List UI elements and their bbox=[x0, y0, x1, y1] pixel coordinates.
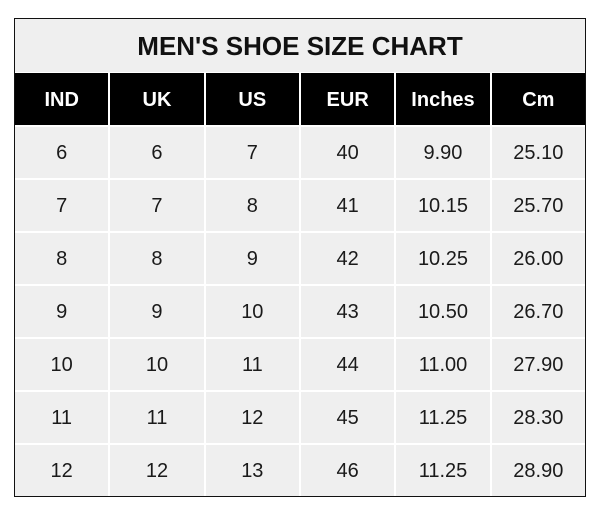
table-row: 6 6 7 40 9.90 25.10 bbox=[15, 125, 585, 178]
table-row: 9 9 10 43 10.50 26.70 bbox=[15, 284, 585, 337]
cell-uk: 9 bbox=[110, 286, 206, 337]
cell-cm: 26.70 bbox=[513, 301, 564, 323]
cell-eur: 42 bbox=[301, 233, 397, 284]
cell-us: 9 bbox=[206, 233, 301, 284]
cell-us: 7 bbox=[206, 127, 301, 178]
table-body: 6 6 7 40 9.90 25.10 7 7 8 41 10.15 25.70 8 8 9 42 10.25 2… bbox=[15, 125, 585, 496]
cell-cm: 27.90 bbox=[513, 354, 564, 376]
cell-inches: 11.25 bbox=[396, 392, 492, 443]
cell-us: 11 bbox=[206, 339, 301, 390]
column-header-inches: Inches bbox=[396, 73, 492, 125]
cell-us: 10 bbox=[206, 286, 301, 337]
table-row: 7 7 8 41 10.15 25.70 bbox=[15, 178, 585, 231]
shoe-size-table: MEN'S SHOE SIZE CHART IND UK US EUR Inches Cm… bbox=[14, 18, 586, 497]
cell-us: 12 bbox=[206, 392, 301, 443]
cell-cm: 28.90 bbox=[513, 460, 564, 482]
cell-cm: 25.10 bbox=[513, 142, 564, 164]
table-row: 12 12 13 46 11.25 28.90 bbox=[15, 443, 585, 496]
cell-ind: 10 bbox=[15, 339, 111, 390]
cell-uk: 8 bbox=[110, 233, 206, 284]
cell-inches: 9.90 bbox=[396, 127, 492, 178]
column-header-cm: Cm bbox=[522, 89, 555, 111]
cell-inches: 10.15 bbox=[396, 180, 492, 231]
table-row: 10 10 11 44 11.00 27.90 bbox=[15, 337, 585, 390]
cell-uk: 7 bbox=[110, 180, 206, 231]
cell-us: 13 bbox=[206, 445, 301, 496]
table-title: MEN'S SHOE SIZE CHART bbox=[15, 19, 585, 73]
cell-eur: 43 bbox=[301, 286, 397, 337]
column-header-ind: IND bbox=[15, 73, 111, 125]
cell-inches: 11.00 bbox=[396, 339, 492, 390]
column-header-eur: EUR bbox=[301, 73, 397, 125]
cell-ind: 8 bbox=[15, 233, 111, 284]
cell-eur: 45 bbox=[301, 392, 397, 443]
column-header-us: US bbox=[206, 73, 301, 125]
cell-us: 8 bbox=[206, 180, 301, 231]
cell-inches: 10.25 bbox=[396, 233, 492, 284]
cell-uk: 6 bbox=[110, 127, 206, 178]
header-row: IND UK US EUR Inches Cm bbox=[15, 73, 585, 125]
cell-eur: 41 bbox=[301, 180, 397, 231]
cell-uk: 11 bbox=[110, 392, 206, 443]
cell-uk: 12 bbox=[110, 445, 206, 496]
cell-cm: 26.00 bbox=[513, 248, 564, 270]
cell-eur: 44 bbox=[301, 339, 397, 390]
table-row: 11 11 12 45 11.25 28.30 bbox=[15, 390, 585, 443]
cell-ind: 9 bbox=[15, 286, 111, 337]
cell-uk: 10 bbox=[110, 339, 206, 390]
cell-cm: 25.70 bbox=[513, 195, 564, 217]
table-row: 8 8 9 42 10.25 26.00 bbox=[15, 231, 585, 284]
cell-cm: 28.30 bbox=[513, 407, 564, 429]
cell-ind: 11 bbox=[15, 392, 111, 443]
cell-eur: 40 bbox=[301, 127, 397, 178]
column-header-uk: UK bbox=[110, 73, 206, 125]
cell-ind: 6 bbox=[15, 127, 111, 178]
cell-inches: 11.25 bbox=[396, 445, 492, 496]
cell-inches: 10.50 bbox=[396, 286, 492, 337]
cell-ind: 12 bbox=[15, 445, 111, 496]
cell-ind: 7 bbox=[15, 180, 111, 231]
cell-eur: 46 bbox=[301, 445, 397, 496]
